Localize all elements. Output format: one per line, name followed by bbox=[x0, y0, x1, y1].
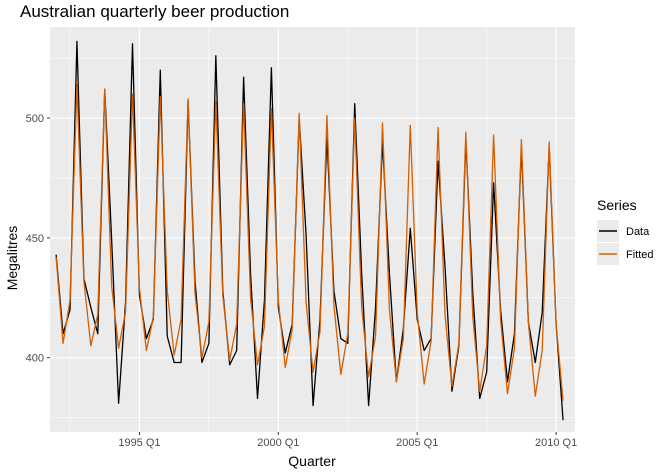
y-axis-title: Megalitres bbox=[4, 226, 20, 291]
legend: Series Data Fitted bbox=[597, 197, 654, 265]
x-axis-title: Quarter bbox=[288, 453, 336, 469]
y-axis-ticks: 400 450 500 bbox=[26, 113, 50, 365]
y-tick-label: 400 bbox=[26, 353, 44, 365]
x-tick-label: 2000 Q1 bbox=[257, 437, 299, 449]
minor-gridlines bbox=[50, 27, 575, 432]
y-tick-label: 500 bbox=[26, 113, 44, 125]
series-line-fitted bbox=[55, 83, 564, 401]
x-tick-label: 1995 Q1 bbox=[118, 437, 160, 449]
x-tick-label: 2005 Q1 bbox=[396, 437, 438, 449]
legend-title: Series bbox=[597, 197, 637, 213]
legend-label-fitted: Fitted bbox=[626, 249, 654, 261]
y-tick-label: 450 bbox=[26, 233, 44, 245]
chart-title: Australian quarterly beer production bbox=[20, 2, 289, 21]
x-axis-ticks: 1995 Q1 2000 Q1 2005 Q1 2010 Q1 bbox=[118, 432, 577, 449]
series-lines bbox=[55, 40, 564, 421]
legend-label-data: Data bbox=[626, 226, 650, 238]
x-tick-label: 2010 Q1 bbox=[535, 437, 577, 449]
major-gridlines bbox=[50, 27, 575, 432]
